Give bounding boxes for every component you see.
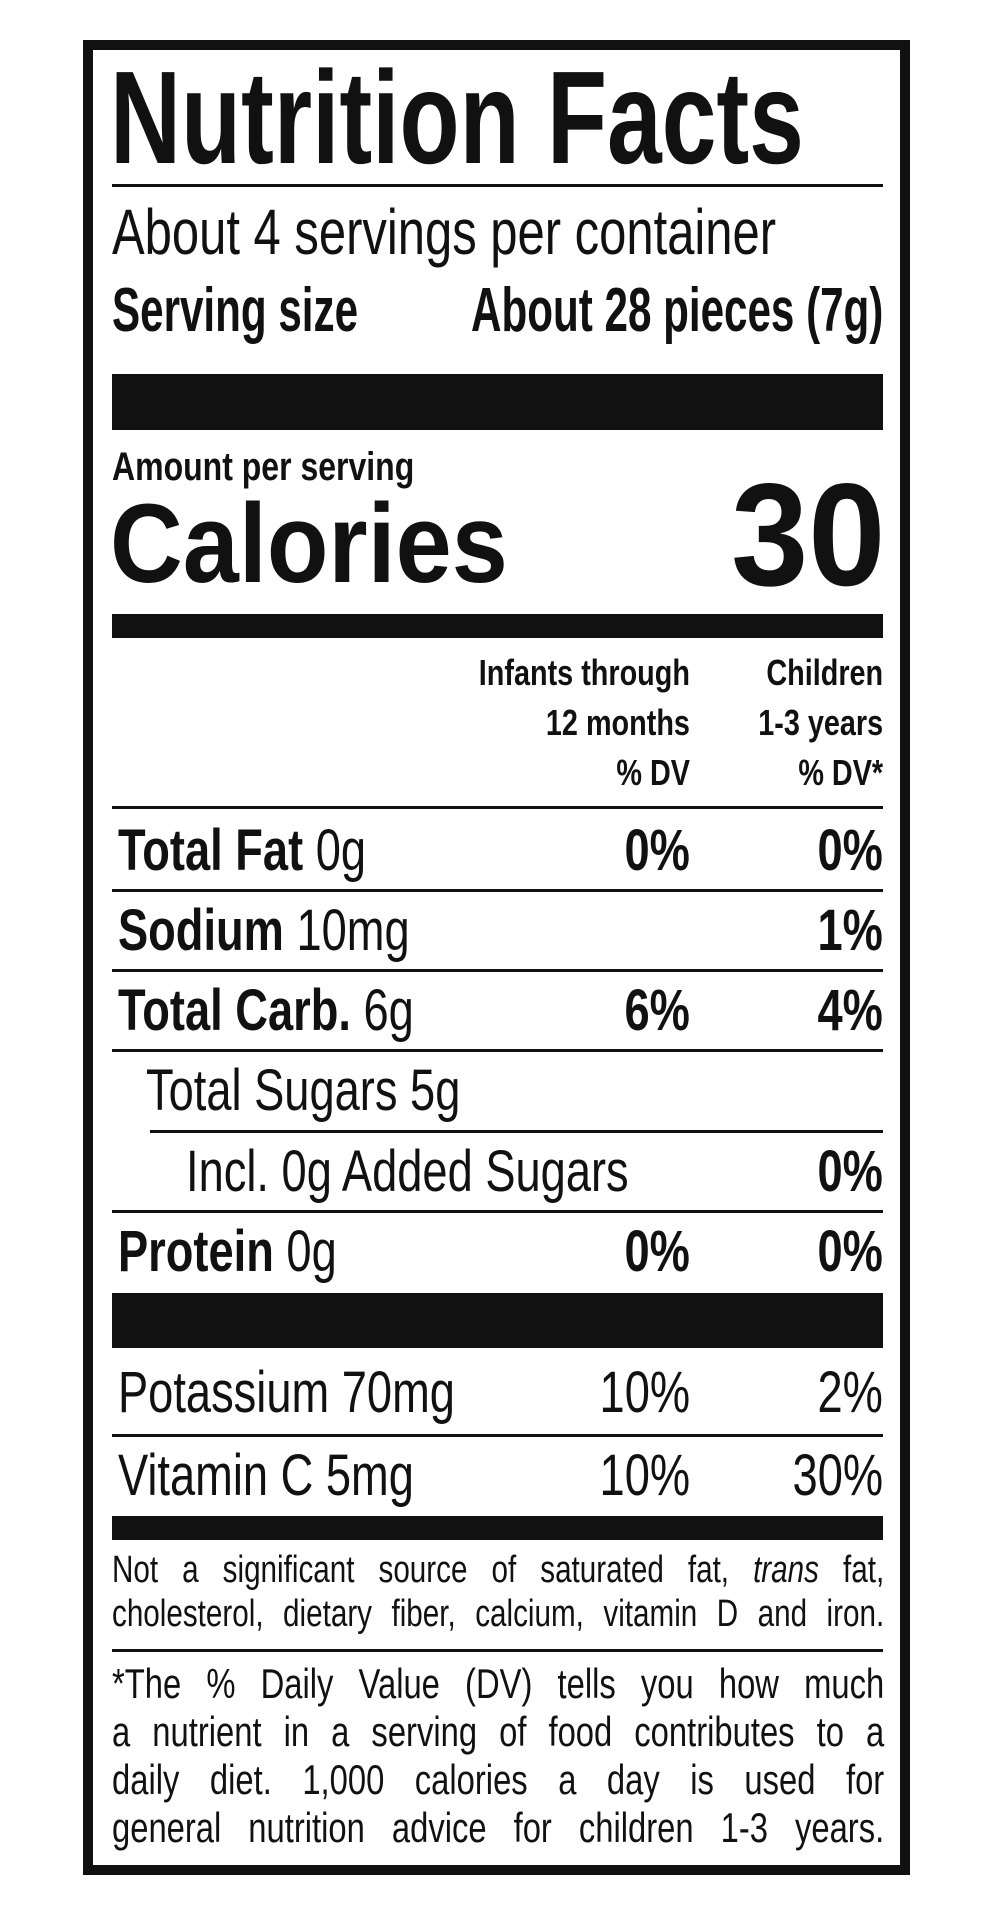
nutrient-amount: 10mg — [296, 898, 410, 963]
mineral-row-potassium: Potassium 70mg 10% 2% — [112, 1354, 883, 1432]
serving-size-label: Serving size — [112, 276, 359, 345]
mineral-label: Vitamin C 5mg — [118, 1443, 414, 1508]
statement-text: fat, — [818, 1549, 885, 1591]
divider — [112, 1210, 883, 1213]
amount-per-serving: Amount per serving — [112, 445, 415, 489]
nutrient-amount: 0g — [315, 818, 367, 883]
nutrient-amount: 0g — [286, 1219, 337, 1284]
infants-dv: 10% — [599, 1443, 690, 1508]
medium-divider — [112, 614, 883, 638]
nutrient-row-sodium: Sodium 10mg 1% — [112, 892, 883, 970]
nutrient-amount: 6g — [363, 978, 414, 1043]
nutrient-row-total-sugars: Total Sugars 5g — [112, 1052, 883, 1130]
nutrient-row-total-fat: Total Fat 0g 0% 0% — [112, 812, 883, 890]
nutrient-row-total-carb: Total Carb. 6g 6% 4% — [112, 972, 883, 1050]
infants-dv: 0% — [624, 818, 690, 883]
column-header-children: Children 1-3 years % DV* — [758, 652, 883, 793]
serving-size-value: About 28 pieces (7g) — [470, 276, 883, 345]
nutrient-amount: Total Sugars 5g — [146, 1058, 461, 1123]
column-header-infants: Infants through 12 months % DV — [478, 652, 690, 793]
children-dv: 0% — [817, 818, 883, 883]
children-dv: 1% — [817, 898, 883, 963]
thick-divider — [112, 1293, 883, 1348]
label-title: Nutrition Facts — [110, 44, 804, 191]
nutrient-row-protein: Protein 0g 0% 0% — [112, 1213, 883, 1291]
nutrient-name: Protein — [118, 1219, 274, 1284]
statement-text: cholesterol, dietary fiber, calcium, vit… — [112, 1593, 885, 1635]
divider — [112, 1434, 883, 1437]
medium-divider — [112, 1516, 883, 1540]
divider — [112, 184, 883, 187]
infants-dv: 10% — [599, 1360, 690, 1425]
divider — [112, 1049, 883, 1052]
mineral-label: Potassium 70mg — [118, 1360, 455, 1425]
statement-text: Not a significant source of saturated fa… — [112, 1549, 754, 1591]
nutrition-label-border — [83, 40, 910, 1875]
not-significant-statement: Not a significant source of saturated fa… — [112, 1548, 884, 1636]
children-dv: 0% — [817, 1139, 883, 1204]
calories-value: 30 — [730, 453, 885, 616]
footnote-line: general nutrition advice for children 1-… — [112, 1804, 885, 1851]
mineral-row-vitamin-c: Vitamin C 5mg 10% 30% — [112, 1437, 883, 1515]
daily-value-footnote: *The % Daily Value (DV) tells you how mu… — [112, 1660, 884, 1852]
nutrient-amount: Incl. 0g Added Sugars — [186, 1139, 629, 1204]
children-dv: 0% — [817, 1219, 883, 1284]
divider — [112, 806, 883, 809]
infants-dv: 6% — [624, 978, 690, 1043]
children-dv: 30% — [792, 1443, 883, 1508]
footnote-line: a nutrient in a serving of food contribu… — [112, 1708, 885, 1755]
children-dv: 2% — [817, 1360, 883, 1425]
servings-per-container: About 4 servings per container — [112, 196, 777, 268]
nutrient-name: Total Carb. — [118, 978, 351, 1043]
footnote-line: daily diet. 1,000 calories a day is used… — [112, 1756, 885, 1803]
thick-divider — [112, 374, 883, 430]
infants-dv: 0% — [624, 1219, 690, 1284]
nutrient-name: Total Fat — [118, 818, 304, 883]
children-dv: 4% — [817, 978, 883, 1043]
divider — [112, 969, 883, 972]
footnote-line: *The % Daily Value (DV) tells you how mu… — [112, 1660, 885, 1707]
nutrient-row-added-sugars: Incl. 0g Added Sugars 0% — [112, 1133, 883, 1211]
statement-italic: trans — [753, 1549, 819, 1591]
divider — [150, 1130, 883, 1133]
calories-label: Calories — [110, 481, 508, 606]
divider — [112, 1649, 883, 1652]
nutrient-name: Sodium — [118, 898, 284, 963]
divider — [112, 889, 883, 892]
